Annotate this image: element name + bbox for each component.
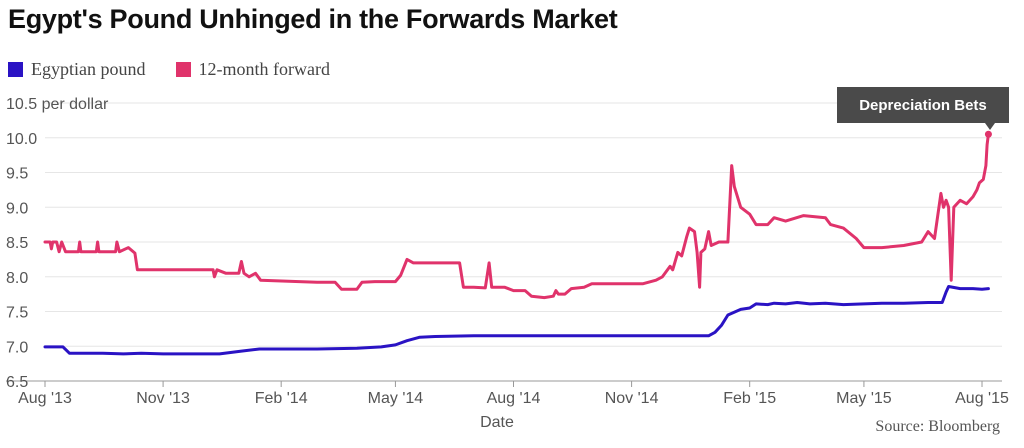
series-line-egyptian-pound xyxy=(43,285,990,356)
x-tick-label: Feb '15 xyxy=(723,390,776,407)
legend-item-forward: 12-month forward xyxy=(175,58,330,80)
y-tick-label: 9.5 xyxy=(6,166,28,183)
x-tick-label: Aug '15 xyxy=(955,390,1009,407)
y-tick-label: 7.0 xyxy=(6,339,28,356)
y-tick-label: 9.0 xyxy=(6,200,28,217)
legend: Egyptian pound 12-month forward xyxy=(8,58,360,80)
source-note: Source: Bloomberg xyxy=(875,418,1000,435)
annotation-point xyxy=(984,130,992,138)
y-tick-label: 8.5 xyxy=(6,235,28,252)
x-tick-label: Nov '14 xyxy=(605,390,659,407)
annotation-callout: Depreciation Bets xyxy=(837,87,1009,130)
annotation-box xyxy=(837,87,1009,123)
series-line-12-month-forward xyxy=(43,132,990,300)
legend-swatch-spot xyxy=(8,61,23,77)
y-axis-ticks: 6.5 7.0 7.5 8.0 8.5 9.0 9.5 10.0 10.5 per dollar xyxy=(6,96,109,391)
x-axis-ticks: Aug '13 Nov '13 Feb '14 May '14 Aug '14 Nov '… xyxy=(18,381,1009,407)
x-tick-label: May '15 xyxy=(836,390,892,407)
legend-label-spot: Egyptian pound xyxy=(31,58,146,79)
legend-item-spot: Egyptian pound xyxy=(8,59,146,80)
annotation-text: Depreciation Bets xyxy=(859,97,987,114)
y-tick-label: 6.5 xyxy=(6,374,28,391)
y-tick-label: 10.0 xyxy=(6,131,37,148)
grid-lines xyxy=(6,102,1002,382)
y-tick-label: 8.0 xyxy=(6,270,28,287)
x-tick-label: Aug '14 xyxy=(487,390,541,407)
chart-title: Egypt's Pound Unhinged in the Forwards M… xyxy=(8,4,618,34)
y-tick-label: 10.5 per dollar xyxy=(6,96,109,113)
annotation-pointer xyxy=(985,123,995,130)
series-lines xyxy=(43,130,992,356)
x-tick-label: Feb '14 xyxy=(255,390,308,407)
x-axis-label: Date xyxy=(480,414,514,431)
legend-swatch-forward xyxy=(175,61,191,77)
legend-label-forward: 12-month forward xyxy=(198,58,330,79)
x-tick-label: Nov '13 xyxy=(136,390,190,407)
x-tick-label: May '14 xyxy=(368,390,424,407)
x-tick-label: Aug '13 xyxy=(18,390,72,407)
y-tick-label: 7.5 xyxy=(6,305,28,322)
